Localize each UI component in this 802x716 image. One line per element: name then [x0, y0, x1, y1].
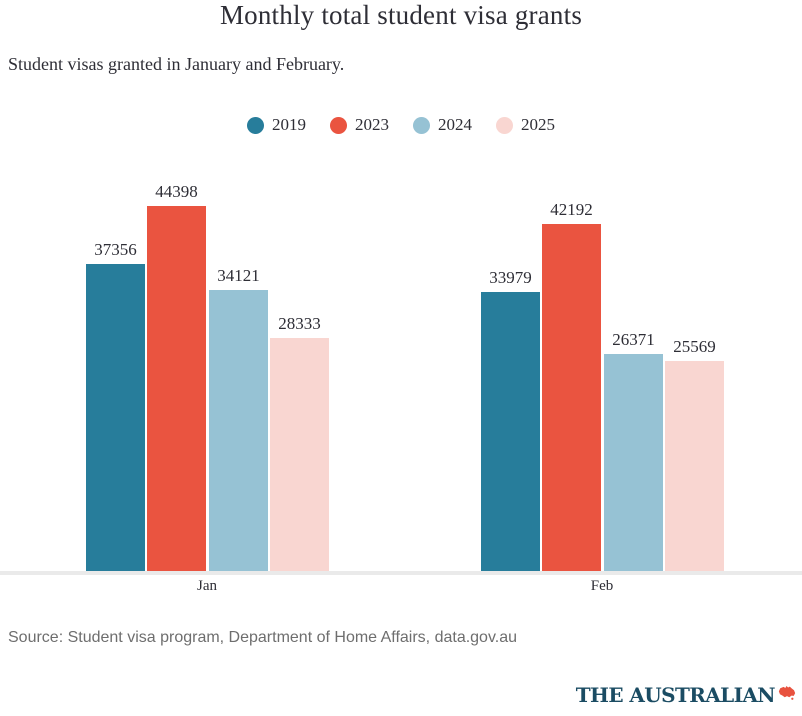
legend-label: 2025 [521, 115, 555, 134]
bar-value-label: 28333 [278, 314, 321, 333]
publisher-wordmark: THE AUSTRALIAN [575, 683, 776, 707]
bar-jan-2019 [86, 264, 145, 571]
legend-dot [247, 116, 264, 134]
x-tick-label-feb: Feb [590, 578, 614, 594]
bar-feb-2019 [481, 292, 540, 571]
legend-dot [496, 116, 513, 134]
x-tick-label-jan: Jan [197, 578, 217, 594]
chart-legend: 2019 2023 2024 2025 [0, 115, 802, 135]
bar-value-label: 26371 [612, 330, 655, 349]
chart-subtitle: Student visas granted in January and Feb… [8, 54, 345, 74]
x-axis-line [0, 571, 802, 575]
source-note: Source: Student visa program, Department… [8, 629, 518, 646]
bar-value-label: 34121 [217, 266, 260, 285]
legend-label: 2019 [272, 115, 306, 134]
legend-item-2025: 2025 [496, 115, 555, 135]
bar-value-label: 25569 [673, 337, 716, 356]
publisher-logo: THE AUSTRALIAN [576, 683, 796, 707]
bar-feb-2025 [665, 361, 724, 571]
bar-jan-2024 [209, 290, 268, 571]
legend-dot [413, 116, 430, 134]
bar-value-label: 44398 [155, 182, 198, 201]
legend-label: 2024 [438, 115, 472, 134]
legend-label: 2023 [355, 115, 389, 134]
legend-item-2024: 2024 [413, 115, 472, 135]
australia-map-icon [778, 685, 796, 700]
bar-value-label: 33979 [489, 268, 532, 287]
bar-jan-2023 [147, 206, 206, 571]
bar-value-label: 37356 [94, 240, 137, 259]
legend-item-2019: 2019 [247, 115, 306, 135]
legend-dot [330, 116, 347, 134]
chart-title: Monthly total student visa grants [219, 0, 583, 30]
bar-feb-2023 [542, 224, 601, 571]
bar-feb-2024 [604, 354, 663, 571]
bar-value-label: 42192 [550, 200, 593, 219]
legend-item-2023: 2023 [330, 115, 389, 135]
bar-jan-2025 [270, 338, 329, 571]
